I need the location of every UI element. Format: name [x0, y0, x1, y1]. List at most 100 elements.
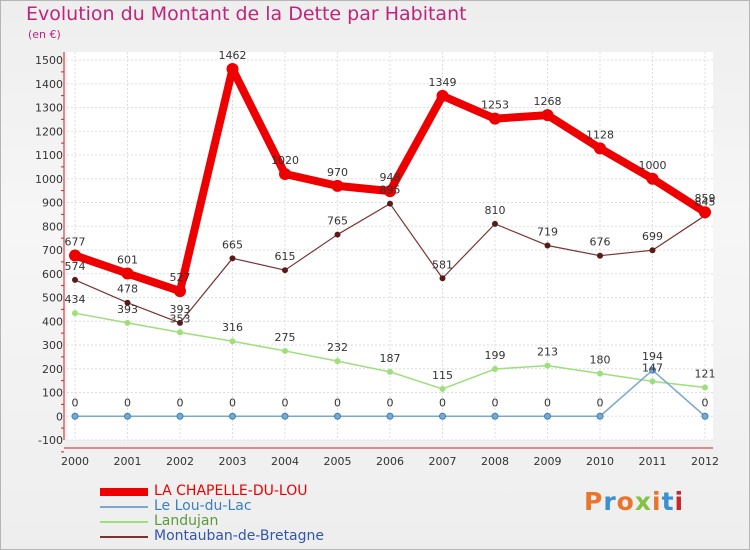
data-label: 601	[117, 254, 138, 267]
data-label: 676	[590, 236, 611, 249]
data-point	[492, 365, 498, 372]
data-point	[597, 370, 603, 377]
x-tick-label: 2007	[429, 455, 457, 468]
y-tick-label: 700	[42, 244, 63, 257]
legend-swatch	[100, 535, 148, 538]
data-point	[489, 112, 501, 125]
data-label: 232	[327, 341, 348, 354]
y-tick-label: 1200	[35, 125, 63, 138]
y-tick-label: 300	[42, 339, 63, 352]
data-label: 1268	[534, 95, 562, 108]
x-tick-label: 2003	[219, 455, 247, 468]
y-tick-label: -100	[38, 434, 63, 447]
data-label: 434	[65, 293, 86, 306]
x-tick-label: 2001	[114, 455, 142, 468]
data-point	[72, 310, 78, 317]
data-label: 845	[695, 196, 716, 209]
data-label: 615	[275, 250, 296, 263]
y-tick-label: 1400	[35, 78, 63, 91]
data-label: 0	[439, 396, 446, 409]
data-label: 0	[282, 396, 289, 409]
data-label: 719	[537, 225, 558, 238]
data-point	[72, 276, 78, 283]
data-point	[702, 384, 708, 391]
data-point	[124, 319, 131, 326]
data-point	[386, 412, 394, 420]
data-point	[334, 231, 341, 238]
legend-swatch	[100, 487, 148, 496]
data-point	[177, 329, 183, 336]
x-tick-label: 2002	[166, 455, 194, 468]
data-label: 199	[485, 349, 506, 362]
data-label: 478	[117, 283, 138, 296]
data-label: 147	[642, 361, 663, 374]
data-point	[649, 378, 656, 385]
data-point	[387, 368, 393, 375]
data-label: 1462	[219, 49, 247, 62]
data-point	[334, 358, 341, 365]
y-tick-label: 1300	[35, 102, 63, 115]
data-point	[439, 275, 446, 282]
legend-item-landujan: Landujan	[100, 514, 324, 529]
data-label: 948	[380, 171, 401, 184]
x-tick-label: 2008	[481, 455, 509, 468]
data-label: 0	[702, 396, 709, 409]
data-label: 1128	[586, 128, 614, 141]
data-label: 393	[117, 303, 138, 316]
y-tick-label: 1000	[35, 173, 63, 186]
unit-label: (en €)	[28, 28, 61, 41]
x-tick-label: 2010	[586, 455, 614, 468]
data-point	[544, 242, 551, 249]
legend-item-le-lou-du-lac: Le Lou-du-Lac	[100, 499, 324, 514]
y-tick-label: 1500	[35, 54, 63, 67]
x-tick-label: 2006	[376, 455, 404, 468]
data-label: 810	[485, 204, 506, 217]
data-point	[121, 267, 134, 280]
data-point	[701, 412, 709, 420]
data-point	[596, 412, 604, 420]
legend-swatch	[100, 520, 148, 523]
data-label: 0	[597, 396, 604, 409]
data-label: 970	[327, 166, 348, 179]
data-point	[174, 285, 186, 298]
data-label: 194	[642, 350, 663, 363]
x-tick-label: 2011	[639, 455, 667, 468]
legend: LA CHAPELLE-DU-LOU Le Lou-du-Lac Landuja…	[100, 484, 324, 544]
data-label: 353	[170, 312, 191, 325]
y-tick-label: 200	[42, 363, 63, 376]
y-tick-label: 400	[42, 315, 63, 328]
data-point	[229, 255, 236, 262]
data-point	[177, 319, 183, 326]
data-point	[124, 299, 131, 306]
data-label: 180	[590, 354, 611, 367]
y-tick-label: 600	[42, 268, 63, 281]
data-label: 0	[177, 396, 184, 409]
legend-label: Montauban-de-Bretagne	[154, 528, 325, 544]
data-point	[594, 142, 606, 155]
data-point	[229, 412, 236, 420]
data-label: 393	[170, 303, 191, 316]
data-point	[439, 412, 446, 420]
x-tick-label: 2005	[324, 455, 352, 468]
data-point	[544, 362, 551, 369]
data-point	[69, 249, 81, 262]
data-label: 0	[229, 396, 236, 409]
x-tick-label: 2012	[691, 455, 719, 468]
data-point	[492, 220, 498, 227]
data-point	[334, 412, 341, 420]
y-tick-label: 100	[42, 387, 63, 400]
data-point	[176, 412, 184, 420]
data-point	[649, 366, 656, 374]
data-point	[226, 63, 239, 76]
data-label: 527	[170, 271, 191, 284]
data-point	[646, 172, 659, 185]
data-point	[229, 338, 236, 345]
data-label: 765	[327, 215, 348, 228]
data-label: 859	[695, 192, 716, 205]
data-point	[436, 89, 449, 102]
y-tick-label: 0	[56, 410, 63, 423]
data-point	[331, 179, 344, 192]
data-label: 316	[222, 321, 243, 334]
y-tick-label: 500	[42, 292, 63, 305]
data-label: 1020	[271, 154, 299, 167]
